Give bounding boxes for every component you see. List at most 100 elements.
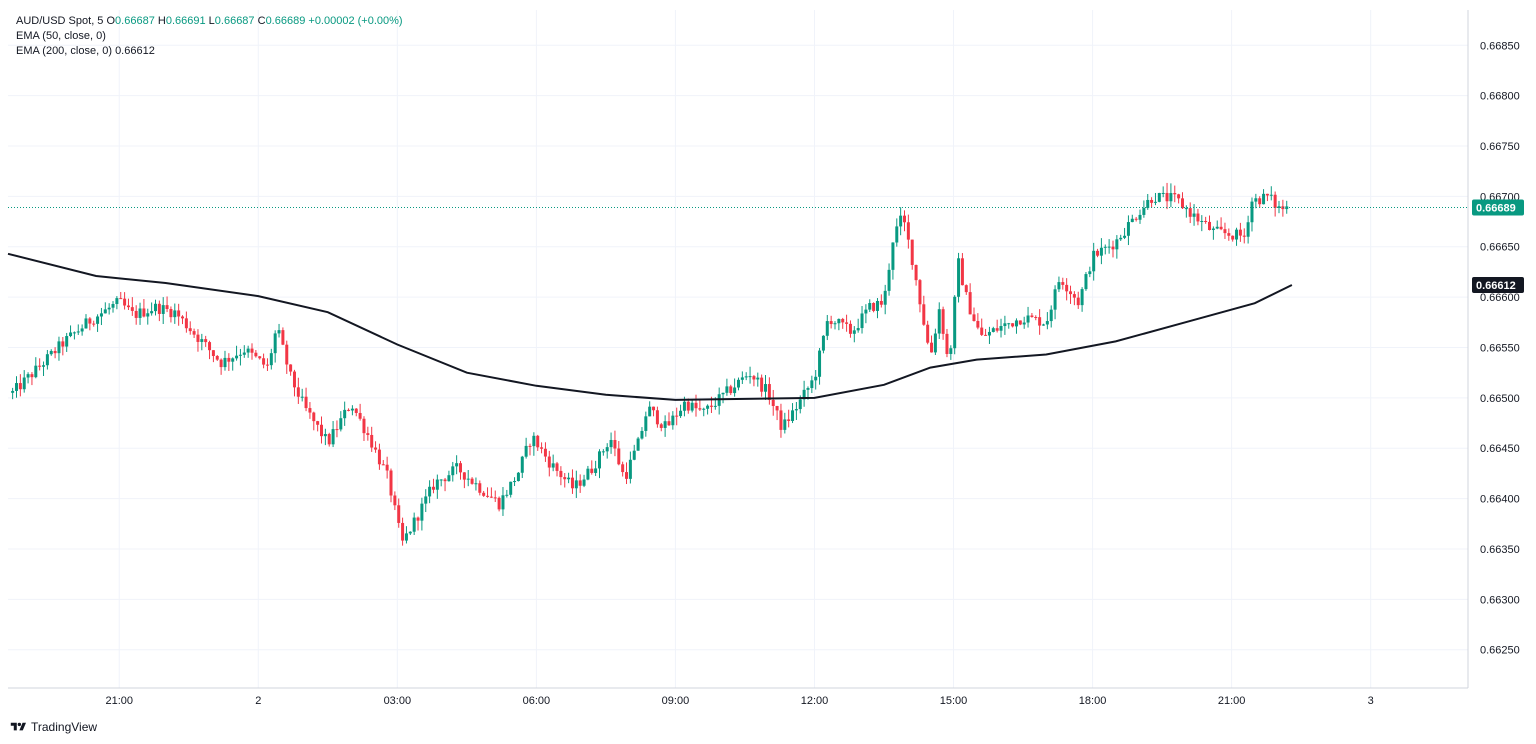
candle-up: [99, 313, 103, 317]
candle-up: [648, 406, 652, 417]
candle-down: [362, 418, 366, 434]
candle-down: [845, 322, 849, 324]
y-tick-label: 0.66250: [1480, 645, 1520, 657]
low-value: 0.66687: [214, 15, 255, 27]
candle-down: [393, 495, 397, 506]
candle-down: [945, 333, 949, 354]
change-value: +0.00002 (+0.00%): [308, 15, 403, 27]
candle-down: [316, 421, 320, 425]
last-price-tag: [1472, 199, 1524, 216]
candle-down: [1227, 233, 1231, 236]
ema200-line: [7, 252, 1293, 401]
candle-down: [1030, 315, 1034, 318]
candle-down: [667, 421, 671, 426]
candle-up: [1022, 322, 1026, 325]
candle-up: [1235, 229, 1239, 240]
legend-ema50-row[interactable]: EMA (50, close, 0): [16, 29, 403, 44]
close-label: C: [257, 15, 266, 27]
candle-up: [783, 419, 787, 430]
candle-up: [601, 451, 605, 453]
candle-up: [574, 480, 578, 489]
candle-down: [760, 377, 764, 392]
candle-up: [1119, 237, 1123, 240]
candle-down: [1065, 284, 1069, 292]
candle-up: [1103, 246, 1107, 248]
candle-down: [767, 384, 771, 400]
candle-up: [76, 331, 80, 333]
candle-down: [188, 328, 192, 332]
candle-down: [123, 298, 127, 306]
candle-up: [1169, 193, 1173, 202]
candle-down: [976, 320, 980, 328]
candle-down: [590, 468, 594, 473]
candle-down: [327, 434, 331, 445]
candle-up: [65, 336, 69, 347]
candle-down: [254, 352, 258, 357]
candle-up: [26, 374, 30, 378]
legend-ema200-row[interactable]: EMA (200, close, 0) 0.66612: [16, 44, 403, 59]
candle-down: [775, 405, 779, 411]
x-tick-label: 2: [255, 695, 261, 707]
x-tick-label: 15:00: [940, 695, 968, 707]
y-tick-label: 0.66850: [1480, 40, 1520, 52]
candle-down: [910, 239, 914, 265]
candle-down: [169, 309, 173, 318]
candle-up: [22, 377, 26, 390]
candle-down: [130, 307, 134, 311]
candle-up: [235, 355, 239, 359]
y-tick-label: 0.66600: [1480, 292, 1520, 304]
candle-down: [964, 285, 968, 293]
candle-up: [586, 468, 590, 480]
candle-down: [879, 300, 883, 305]
candle-up: [1254, 198, 1258, 202]
candle-up: [520, 456, 524, 473]
candle-up: [957, 258, 961, 297]
candle-up: [1057, 282, 1061, 290]
candle-up: [273, 333, 277, 354]
x-tick-label: 21:00: [1218, 695, 1246, 707]
candle-down: [92, 323, 96, 325]
candle-up: [875, 300, 879, 311]
candle-down: [1242, 235, 1246, 237]
candle-down: [771, 399, 775, 406]
ema200-value: 0.66612: [115, 45, 155, 57]
candle-down: [980, 327, 984, 335]
candle-up: [1192, 213, 1196, 217]
candle-up: [505, 494, 509, 496]
candle-up: [1146, 199, 1150, 209]
candle-up: [1003, 323, 1007, 327]
candle-up: [1007, 323, 1011, 325]
candle-up: [806, 388, 810, 390]
candle-up: [428, 486, 432, 497]
candle-up: [632, 450, 636, 460]
tradingview-brand[interactable]: TradingView: [10, 720, 97, 734]
candle-up: [57, 341, 61, 354]
candle-down: [366, 433, 370, 435]
candle-down: [347, 409, 351, 411]
candle-up: [860, 313, 864, 329]
candle-down: [1238, 229, 1242, 236]
candle-down: [1196, 213, 1200, 222]
candle-up: [1142, 208, 1146, 215]
candle-down: [250, 348, 254, 353]
y-tick-label: 0.66400: [1480, 494, 1520, 506]
ema200-tag-label: 0.66612: [1476, 280, 1516, 292]
candle-down: [196, 334, 200, 342]
x-tick-label: 06:00: [523, 695, 551, 707]
candle-down: [1188, 208, 1192, 217]
candle-down: [829, 321, 833, 325]
candle-up: [605, 447, 609, 452]
symbol-label[interactable]: AUD/USD Spot, 5: [16, 15, 104, 27]
candle-up: [45, 354, 49, 366]
candle-down: [1076, 297, 1080, 306]
candle-up: [744, 376, 748, 378]
candle-up: [594, 468, 598, 473]
candle-down: [563, 477, 567, 480]
candle-up: [1092, 250, 1096, 272]
candle-up: [833, 323, 837, 325]
candle-up: [277, 330, 281, 334]
candle-down: [401, 522, 405, 541]
candle-down: [1069, 291, 1073, 295]
